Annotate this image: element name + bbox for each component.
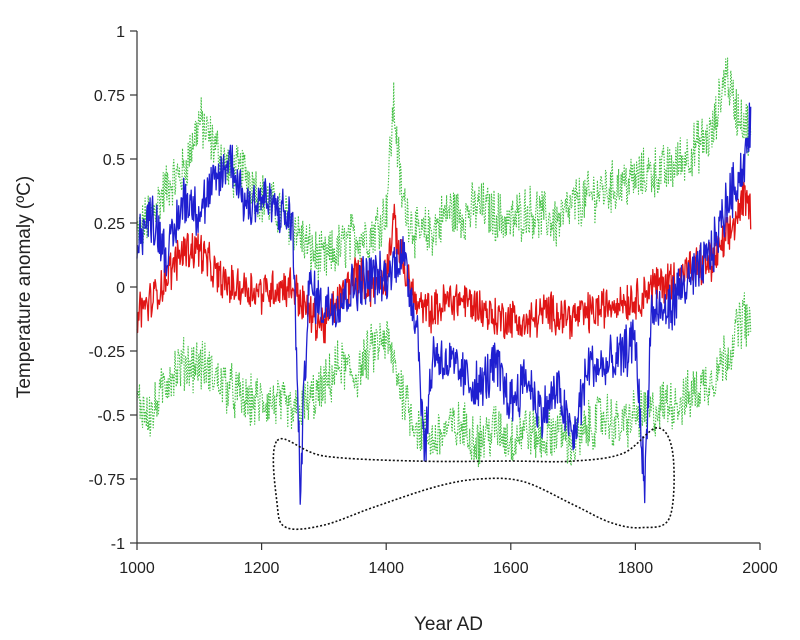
y-tick-label: 0.5: [103, 152, 125, 169]
y-tick-label: 0.25: [94, 216, 125, 233]
y-tick-label: 0.75: [94, 88, 125, 105]
x-tick-label: 2000: [742, 560, 778, 577]
y-tick-label: -0.25: [89, 344, 126, 361]
y-tick-label: -0.75: [89, 472, 126, 489]
y-tick-label: -1: [111, 536, 125, 553]
y-tick-label: 0: [116, 280, 125, 297]
x-tick-label: 1200: [244, 560, 280, 577]
y-tick-label: -0.5: [97, 408, 125, 425]
x-tick-label: 1600: [493, 560, 529, 577]
annotation-outline: [272, 426, 675, 531]
x-tick-label: 1400: [368, 560, 404, 577]
x-tick-label: 1800: [618, 560, 654, 577]
series-line-red-1: [136, 181, 752, 344]
x-axis-title: Year AD: [414, 614, 483, 635]
series-line-green-3: [136, 292, 752, 468]
y-axis-title: Temperature anomaly (ºC): [14, 176, 35, 398]
series-layer: [136, 57, 752, 531]
x-tick-label: 1000: [119, 560, 155, 577]
series-line-green-2: [136, 57, 752, 283]
y-tick-label: 1: [116, 24, 125, 41]
series-line-blue-0: [136, 102, 752, 505]
ticks-layer: 1 0.75 0.5 0.25 0 -0.25 -0.5 -0.75 -1 1000 1200 140…: [89, 24, 778, 577]
